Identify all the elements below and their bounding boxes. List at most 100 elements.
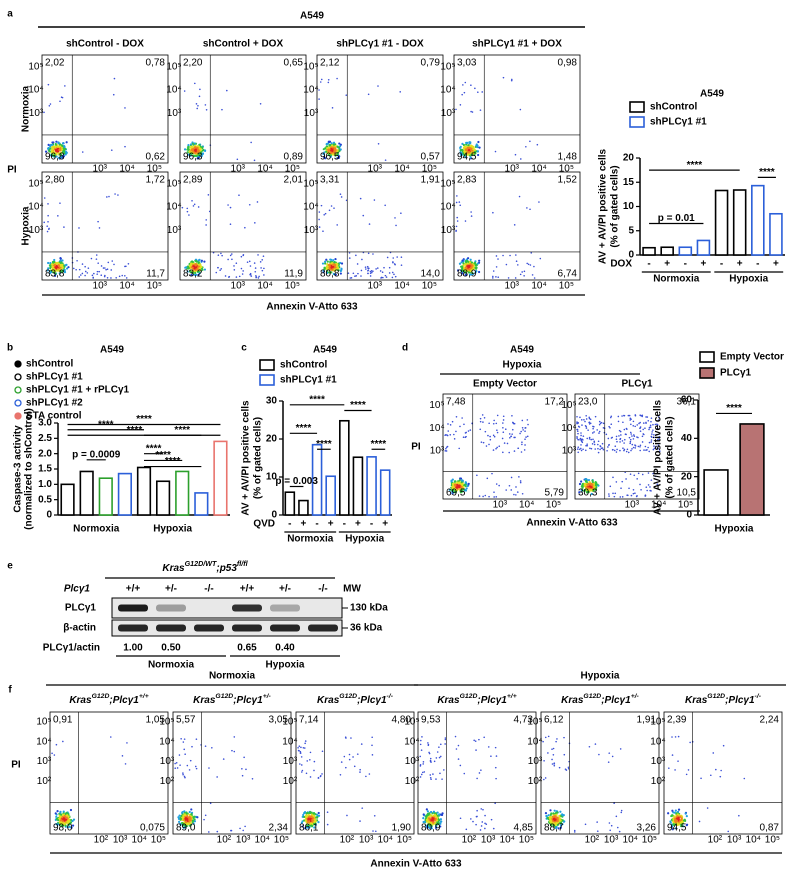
- flow-dot: [429, 776, 432, 779]
- flow-tick-label: 10²: [340, 835, 355, 846]
- flow-dot: [592, 425, 595, 428]
- flow-dot: [458, 262, 462, 265]
- quadrant-value: 96,3: [183, 152, 203, 163]
- flow-dot: [230, 253, 233, 255]
- flow-dot: [606, 449, 608, 452]
- flow-dot: [516, 491, 519, 493]
- flow-dot: [249, 272, 252, 275]
- flow-dot: [519, 481, 522, 484]
- flow-dot: [57, 156, 60, 159]
- flow-dot: [580, 434, 582, 437]
- panel-label: a: [7, 9, 13, 20]
- flow-dot: [459, 817, 462, 820]
- flow-dot: [250, 141, 252, 144]
- flow-dot: [326, 260, 329, 263]
- flow-dot: [190, 808, 193, 811]
- flow-dot: [463, 268, 467, 271]
- bar: [678, 246, 693, 256]
- legend-label: shPLCγ1 #1: [26, 372, 83, 383]
- row-header: Hypoxia: [21, 206, 32, 245]
- flow-dot: [455, 430, 457, 433]
- flow-dot: [493, 491, 495, 493]
- flow-dot: [67, 266, 70, 269]
- flow-dot: [519, 480, 522, 482]
- legend-label: PLCγ1: [720, 368, 752, 379]
- flow-dot: [261, 269, 264, 272]
- flow-dot: [464, 81, 467, 84]
- flow-dot: [339, 773, 342, 776]
- flow-dot: [393, 263, 396, 265]
- row-value: +: [737, 259, 743, 270]
- flow-dot: [607, 437, 610, 440]
- flow-dot: [179, 817, 183, 821]
- flow-dot: [479, 829, 482, 831]
- significance-label: ****: [350, 400, 366, 411]
- flow-dot: [549, 813, 552, 817]
- flow-dot: [513, 493, 515, 496]
- flow-dot: [674, 769, 676, 771]
- flow-dot: [430, 814, 433, 817]
- flow-dot: [584, 823, 587, 826]
- group-label: Normoxia: [287, 534, 334, 545]
- flow-dot: [553, 764, 556, 767]
- flow-dot: [482, 808, 484, 811]
- flow-dot: [593, 431, 595, 433]
- flow-dot: [608, 444, 610, 446]
- flow-dot: [509, 436, 511, 439]
- flow-dot: [187, 153, 190, 156]
- flow-dot: [700, 777, 702, 780]
- flow-dot: [585, 479, 588, 482]
- flow-dot: [400, 264, 403, 266]
- flow-tick-label: 10⁴: [257, 164, 272, 175]
- blot-band: [156, 604, 186, 612]
- flow-dot: [108, 195, 110, 198]
- flow-dots: [183, 82, 262, 162]
- flow-tick-label: 10⁴: [166, 85, 181, 96]
- text-part: ;p53: [216, 563, 237, 574]
- flow-dot: [331, 149, 334, 153]
- flow-dot: [551, 763, 554, 765]
- bar: [739, 423, 765, 516]
- flow-dot: [109, 736, 112, 738]
- flow-dot: [594, 415, 597, 418]
- flow-tick-label: 10²: [160, 776, 175, 787]
- flow-dot: [615, 481, 618, 483]
- flow-dot: [67, 819, 70, 822]
- flow-dot: [610, 437, 613, 439]
- quadrant-value: 9,53: [421, 715, 441, 726]
- y-axis-sublabel: (% of gated cells): [253, 417, 264, 499]
- flow-dot: [309, 758, 311, 761]
- flow-tick-label: 10⁴: [166, 202, 181, 213]
- flow-dot: [208, 767, 210, 769]
- flow-dot: [345, 766, 347, 769]
- flow-dot: [648, 428, 650, 431]
- flow-dot: [379, 270, 382, 272]
- flow-tick-label: 10⁴: [394, 281, 409, 292]
- flow-dot: [334, 145, 337, 148]
- flow-dot: [483, 416, 486, 419]
- flow-dot: [98, 270, 101, 273]
- flow-dot: [431, 817, 435, 820]
- flow-dot: [480, 769, 482, 771]
- flow-dot: [334, 154, 337, 157]
- flow-dot: [186, 764, 189, 767]
- flow-dot: [470, 261, 474, 264]
- y-tick-label: 20: [681, 471, 693, 482]
- flow-dot: [319, 775, 322, 778]
- flow-dot: [326, 271, 329, 274]
- flow-dot: [317, 776, 320, 779]
- flow-dot: [347, 272, 350, 274]
- flow-dot: [336, 224, 339, 226]
- flow-dot: [480, 441, 483, 443]
- flow-dot: [519, 108, 522, 111]
- flow-dot: [461, 272, 464, 275]
- flow-dot: [190, 145, 193, 148]
- flow-dot: [54, 142, 57, 146]
- flow-dot: [193, 203, 196, 206]
- flow-dot: [464, 481, 468, 484]
- flow-dot: [586, 437, 589, 440]
- flow-dot: [339, 148, 342, 151]
- flow-dot: [201, 146, 204, 150]
- flow-dot: [53, 258, 56, 262]
- flow-dot: [610, 824, 613, 827]
